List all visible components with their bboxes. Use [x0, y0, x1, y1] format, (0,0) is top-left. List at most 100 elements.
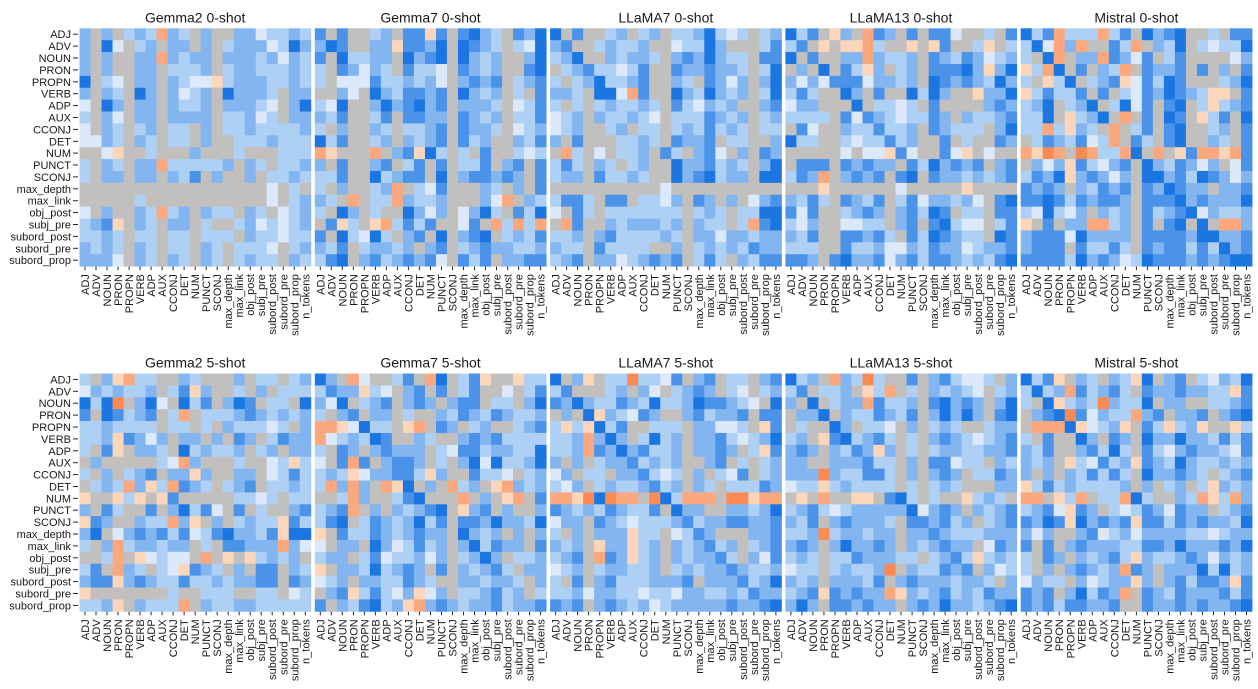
svg-text:NOUN: NOUN	[39, 53, 71, 65]
svg-text:PUNCT: PUNCT	[907, 619, 919, 657]
svg-text:AUX: AUX	[157, 619, 169, 642]
svg-text:max_depth: max_depth	[223, 619, 235, 673]
svg-text:NOUN: NOUN	[337, 619, 349, 651]
svg-text:CCONJ: CCONJ	[33, 470, 71, 482]
svg-text:subord_prop: subord_prop	[9, 255, 71, 267]
svg-text:VERB: VERB	[41, 434, 71, 446]
svg-text:PUNCT: PUNCT	[907, 274, 919, 312]
svg-text:n_tokens: n_tokens	[1006, 619, 1018, 664]
svg-text:subj_pre: subj_pre	[727, 274, 739, 316]
svg-text:AUX: AUX	[1098, 273, 1110, 296]
svg-text:NUM: NUM	[46, 493, 71, 505]
svg-text:SCONJ: SCONJ	[34, 172, 71, 184]
svg-text:NUM: NUM	[190, 274, 202, 299]
svg-text:ADV: ADV	[48, 386, 71, 398]
svg-text:VERB: VERB	[370, 274, 382, 304]
svg-text:ADJ: ADJ	[80, 274, 92, 295]
svg-text:subord_post: subord_post	[10, 577, 71, 589]
svg-text:PROPN: PROPN	[359, 619, 371, 658]
svg-text:LLaMA7 5-shot: LLaMA7 5-shot	[618, 355, 713, 371]
svg-text:VERB: VERB	[135, 619, 147, 649]
svg-text:ADP: ADP	[1087, 274, 1099, 297]
svg-text:max_depth: max_depth	[694, 274, 706, 328]
svg-text:VERB: VERB	[135, 274, 147, 304]
svg-text:AUX: AUX	[863, 619, 875, 642]
svg-text:PROPN: PROPN	[830, 619, 842, 658]
svg-text:CCONJ: CCONJ	[874, 274, 886, 312]
svg-text:max_link: max_link	[234, 274, 246, 318]
svg-text:max_depth: max_depth	[459, 619, 471, 673]
svg-text:max_link: max_link	[1175, 619, 1187, 663]
svg-text:subj_pre: subj_pre	[962, 619, 974, 661]
svg-text:subj_pre: subj_pre	[29, 565, 71, 577]
svg-text:NUM: NUM	[1131, 274, 1143, 299]
svg-text:VERB: VERB	[841, 619, 853, 649]
svg-text:ADV: ADV	[48, 41, 71, 53]
svg-text:PRON: PRON	[39, 65, 71, 77]
svg-text:CCONJ: CCONJ	[168, 619, 180, 657]
svg-text:Mistral 5-shot: Mistral 5-shot	[1094, 355, 1178, 371]
svg-text:subord_pre: subord_pre	[278, 274, 290, 330]
svg-text:ADJ: ADJ	[315, 619, 327, 640]
svg-text:ADV: ADV	[91, 273, 103, 296]
svg-text:max_depth: max_depth	[929, 619, 941, 673]
svg-text:n_tokens: n_tokens	[536, 619, 548, 664]
svg-text:NUM: NUM	[426, 274, 438, 299]
svg-text:subord_pre: subord_pre	[749, 619, 761, 675]
svg-text:ADP: ADP	[48, 101, 71, 113]
svg-text:VERB: VERB	[1076, 274, 1088, 304]
svg-text:ADJ: ADJ	[80, 619, 92, 640]
svg-text:ADP: ADP	[852, 619, 864, 642]
svg-text:max_link: max_link	[234, 619, 246, 663]
svg-text:PRON: PRON	[819, 619, 831, 651]
svg-text:subord_post: subord_post	[1209, 274, 1221, 335]
svg-text:SCONJ: SCONJ	[683, 274, 695, 311]
svg-text:PUNCT: PUNCT	[437, 619, 449, 657]
svg-text:DET: DET	[650, 619, 662, 641]
svg-text:subord_prop: subord_prop	[289, 619, 301, 681]
svg-text:ADJ: ADJ	[786, 274, 798, 295]
svg-text:SCONJ: SCONJ	[1153, 619, 1165, 656]
svg-text:max_link: max_link	[1175, 274, 1187, 318]
svg-text:PROPN: PROPN	[1065, 619, 1077, 658]
svg-text:PROPN: PROPN	[124, 274, 136, 313]
svg-text:DET: DET	[179, 274, 191, 296]
svg-text:NOUN: NOUN	[102, 619, 114, 651]
svg-text:max_depth: max_depth	[17, 184, 71, 196]
svg-text:ADP: ADP	[617, 619, 629, 642]
svg-text:VERB: VERB	[41, 89, 71, 101]
svg-text:ADJ: ADJ	[1021, 274, 1033, 295]
svg-text:PRON: PRON	[584, 274, 596, 306]
svg-text:subj_pre: subj_pre	[1197, 274, 1209, 316]
svg-text:NOUN: NOUN	[808, 274, 820, 306]
svg-text:PUNCT: PUNCT	[33, 160, 71, 172]
svg-text:max_link: max_link	[28, 541, 72, 553]
svg-text:subord_prop: subord_prop	[289, 274, 301, 336]
svg-text:subord_pre: subord_pre	[514, 274, 526, 330]
svg-text:max_depth: max_depth	[1164, 619, 1176, 673]
svg-text:subj_pre: subj_pre	[727, 619, 739, 661]
svg-text:ADJ: ADJ	[551, 274, 563, 295]
svg-text:ADJ: ADJ	[50, 374, 71, 386]
svg-text:n_tokens: n_tokens	[771, 619, 783, 664]
svg-text:DET: DET	[414, 274, 426, 296]
svg-text:n_tokens: n_tokens	[1006, 274, 1018, 319]
svg-text:subj_pre: subj_pre	[256, 619, 268, 661]
svg-text:n_tokens: n_tokens	[536, 274, 548, 319]
svg-text:subord_pre: subord_pre	[749, 274, 761, 330]
svg-text:subj_pre: subj_pre	[256, 274, 268, 316]
svg-text:ADV: ADV	[1032, 619, 1044, 642]
svg-text:SCONJ: SCONJ	[1153, 274, 1165, 311]
svg-text:AUX: AUX	[48, 458, 71, 470]
svg-text:DET: DET	[414, 619, 426, 641]
svg-text:subord_post: subord_post	[10, 231, 71, 243]
svg-text:ADV: ADV	[326, 273, 338, 296]
svg-text:subord_post: subord_post	[267, 274, 279, 335]
svg-text:DET: DET	[650, 274, 662, 296]
svg-text:DET: DET	[49, 136, 71, 148]
svg-text:DET: DET	[885, 619, 897, 641]
svg-text:CCONJ: CCONJ	[1109, 274, 1121, 312]
svg-text:ADV: ADV	[562, 273, 574, 296]
svg-text:max_link: max_link	[470, 274, 482, 318]
svg-text:obj_post: obj_post	[29, 553, 71, 565]
